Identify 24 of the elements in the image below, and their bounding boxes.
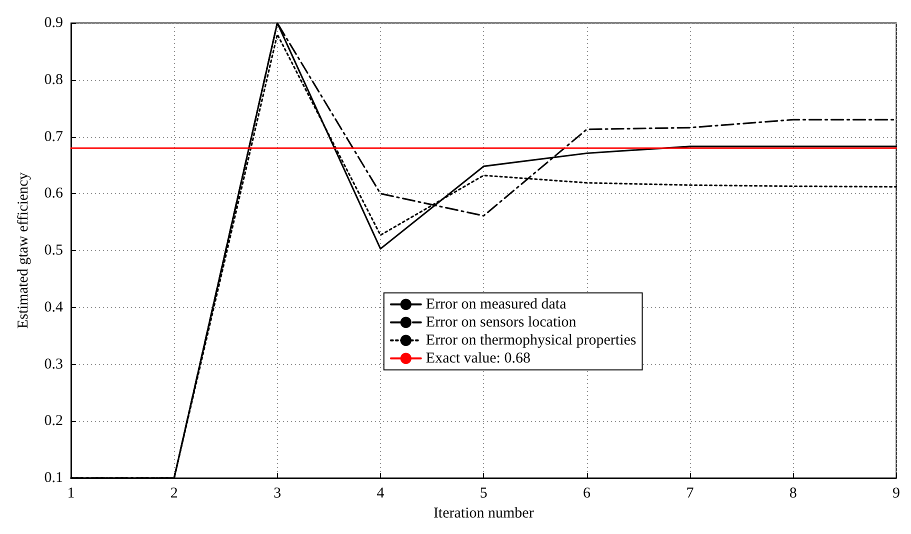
x-tick-label: 9 [892, 486, 900, 502]
x-axis-title: Iteration number [433, 505, 534, 522]
x-tick-label: 4 [376, 486, 385, 502]
x-tick-label: 7 [686, 486, 694, 502]
y-tick-label: 0.2 [44, 413, 63, 430]
y-tick-label: 0.3 [44, 356, 63, 372]
y-tick-label: 0.9 [44, 15, 63, 31]
legend-label: Error on sensors location [426, 314, 577, 330]
y-tick-label: 0.5 [44, 242, 63, 258]
legend-label: Error on thermophysical properties [426, 332, 636, 348]
y-tick-label: 0.8 [44, 72, 63, 88]
legend-label: Exact value: 0.68 [426, 350, 530, 366]
y-axis-title: Estimated gtaw efficiency [16, 172, 32, 329]
x-tick-label: 1 [67, 486, 75, 502]
x-tick-label: 8 [789, 486, 797, 502]
y-tick-label: 0.1 [44, 470, 63, 486]
y-tick-label: 0.7 [44, 128, 64, 145]
x-tick-label: 3 [274, 486, 282, 502]
y-tick-label: 0.6 [44, 186, 64, 202]
x-tick-label: 5 [480, 486, 488, 502]
legend-label: Error on measured data [426, 296, 567, 312]
y-tick-label: 0.4 [44, 299, 64, 316]
x-tick-label: 2 [170, 486, 178, 502]
x-tick-label: 6 [583, 486, 592, 502]
